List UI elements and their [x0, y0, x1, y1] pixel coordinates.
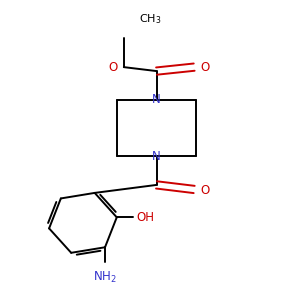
Text: O: O: [200, 61, 209, 74]
Text: N: N: [152, 93, 161, 106]
Text: O: O: [109, 61, 118, 74]
Text: NH$_2$: NH$_2$: [93, 270, 117, 285]
Text: N: N: [152, 150, 161, 163]
Text: OH: OH: [136, 211, 154, 224]
Text: O: O: [200, 184, 209, 197]
Text: CH$_3$: CH$_3$: [139, 12, 161, 26]
